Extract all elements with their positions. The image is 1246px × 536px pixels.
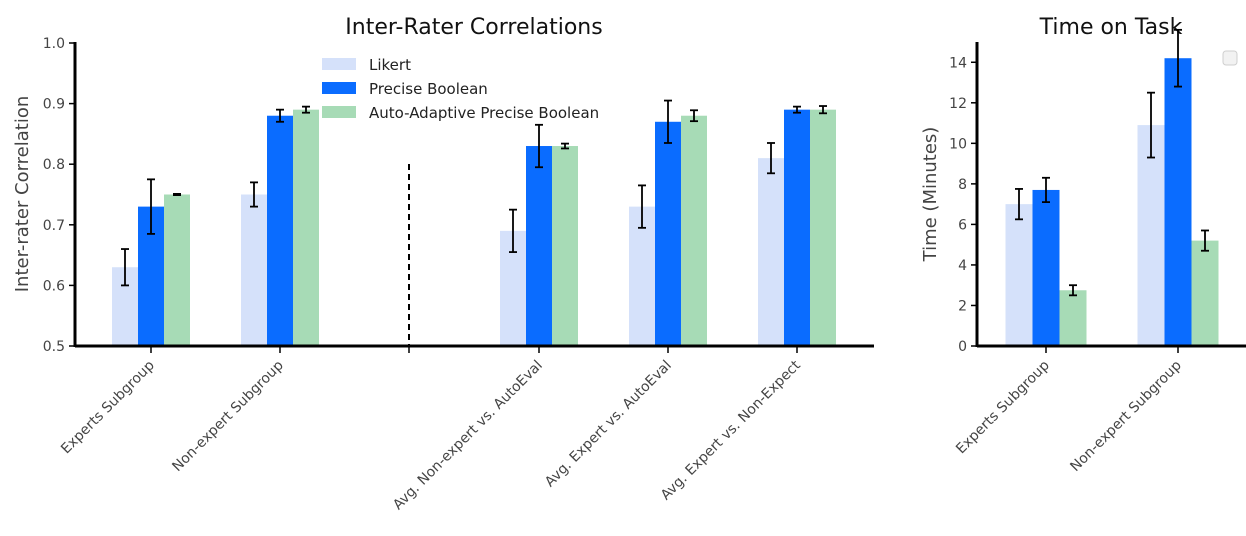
x-tick-label: Non-expert Subgroup <box>1067 357 1185 475</box>
bar-auto-adaptive <box>552 146 578 346</box>
right-error-bars <box>1015 28 1209 297</box>
y-tick-label: 8 <box>958 177 967 193</box>
left-error-bars <box>121 99 827 287</box>
legend-label-precise-boolean: Precise Boolean <box>369 80 488 98</box>
legend: Likert Precise Boolean Auto-Adaptive Pre… <box>322 56 599 122</box>
bar-precise-boolean <box>267 115 293 346</box>
bar-precise-boolean <box>526 146 552 346</box>
left-x-ticks: Experts Subgroup Non-expert Subgroup Avg. … <box>58 346 804 513</box>
bar-likert <box>758 158 784 346</box>
right-bars <box>1005 58 1219 347</box>
right-chart-title: Time on Task <box>1039 15 1183 40</box>
legend-label-auto-adaptive: Auto-Adaptive Precise Boolean <box>369 104 599 122</box>
bar-precise-boolean <box>1164 58 1192 347</box>
legend-swatch-auto-adaptive <box>322 106 356 118</box>
bar-likert <box>1137 125 1165 347</box>
x-tick-label: Avg. Expert vs. Non-Expect <box>658 357 804 503</box>
legend-swatch-precise-boolean <box>322 82 356 94</box>
y-tick-label: 2 <box>958 298 967 314</box>
y-tick-label: 10 <box>949 136 967 152</box>
right-y-axis-label: Time (Minutes) <box>920 127 941 263</box>
bar-auto-adaptive <box>810 109 836 346</box>
left-y-axis-label: Inter-rater Correlation <box>12 96 33 293</box>
y-tick-label: 12 <box>949 96 967 112</box>
bar-auto-adaptive <box>164 194 190 346</box>
bar-auto-adaptive <box>1059 290 1087 346</box>
x-tick-label: Experts Subgroup <box>953 357 1053 457</box>
empty-legend-box <box>1222 50 1238 66</box>
bar-auto-adaptive <box>1191 240 1219 346</box>
right-x-ticks: Experts Subgroup Non-expert Subgroup <box>953 346 1185 475</box>
y-tick-label: 0.8 <box>43 157 65 173</box>
legend-swatch-likert <box>322 58 356 70</box>
time-on-task-chart: Time on Task Time (Minutes) 02468101214 … <box>920 15 1246 475</box>
bar-likert <box>1005 204 1033 346</box>
left-bars <box>112 109 836 346</box>
bar-precise-boolean <box>655 121 681 346</box>
y-tick-label: 14 <box>949 55 967 71</box>
y-tick-label: 0.6 <box>43 278 65 294</box>
x-tick-label: Non-expert Subgroup <box>169 357 287 475</box>
bar-precise-boolean <box>784 109 810 346</box>
bar-auto-adaptive <box>293 109 319 346</box>
x-tick-label: Avg. Expert vs. AutoEval <box>542 358 675 491</box>
y-tick-label: 4 <box>958 258 967 274</box>
bar-precise-boolean <box>1032 189 1060 346</box>
y-tick-label: 0.5 <box>43 339 65 355</box>
y-tick-label: 0.9 <box>43 97 65 113</box>
inter-rater-chart: Inter-Rater Correlations Inter-rater Cor… <box>12 15 874 513</box>
x-tick-label: Experts Subgroup <box>58 357 158 457</box>
y-tick-label: 1.0 <box>43 36 65 52</box>
y-tick-label: 6 <box>958 217 967 233</box>
left-chart-title: Inter-Rater Correlations <box>345 15 602 40</box>
bar-likert <box>629 206 655 346</box>
right-y-ticks: 0 2 4 6 8 10 12 14 <box>949 55 977 355</box>
y-tick-label: 0.7 <box>43 218 65 234</box>
bar-likert <box>241 194 267 346</box>
left-y-ticks: 0.5 0.6 0.7 0.8 0.9 1.0 <box>43 36 75 355</box>
legend-label-likert: Likert <box>369 56 411 74</box>
x-tick-label: Avg. Non-expert vs. AutoEval <box>390 358 546 514</box>
bar-auto-adaptive <box>681 115 707 346</box>
y-tick-label: 0 <box>958 339 967 355</box>
